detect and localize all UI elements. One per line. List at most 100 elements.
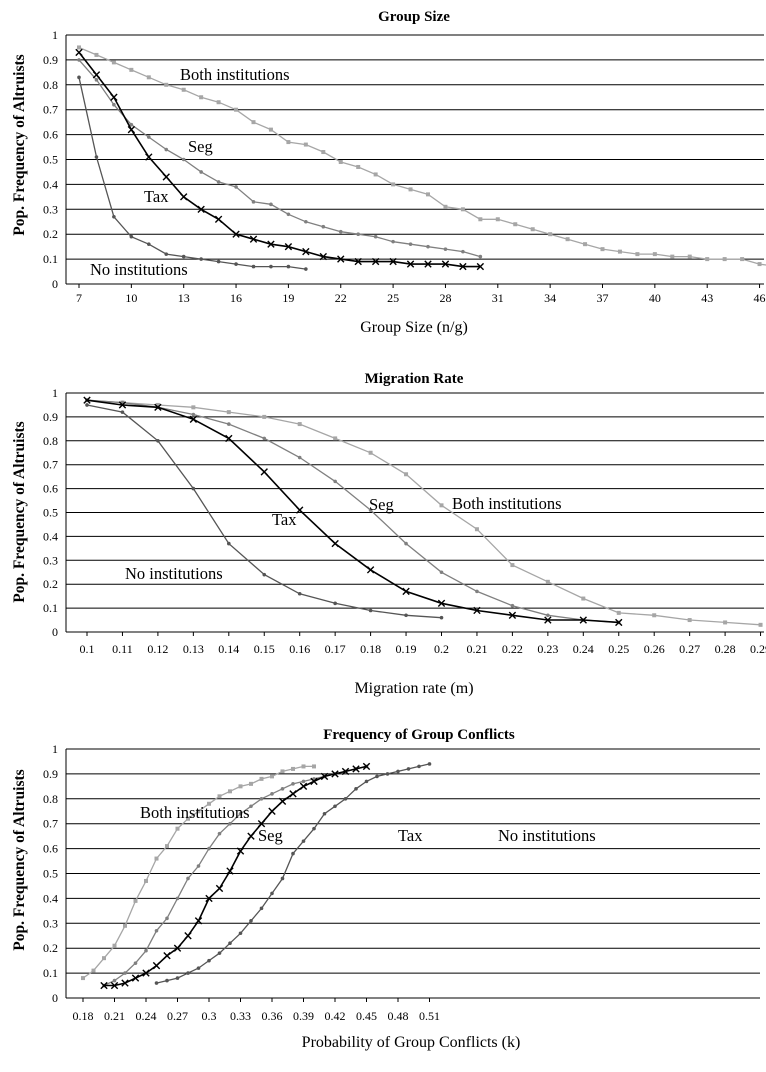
series-layer	[75, 45, 766, 271]
data-point-no-institutions	[301, 839, 306, 843]
data-point-tax	[289, 790, 297, 798]
annotation-seg: Seg	[258, 826, 283, 845]
data-point-no-institutions	[280, 876, 285, 881]
data-point-tax	[296, 506, 304, 514]
data-point-both-institutions	[286, 140, 291, 145]
data-point-seg	[154, 928, 159, 933]
data-point-seg	[191, 412, 196, 417]
data-point-tax	[615, 618, 623, 627]
data-point-seg	[77, 58, 81, 62]
data-point-no-institutions	[333, 804, 337, 809]
annotation-no-institutions: No institutions	[125, 564, 223, 583]
y-tick-label: 0.2	[43, 941, 58, 955]
data-point-tax	[352, 765, 360, 773]
data-point-tax	[249, 235, 258, 243]
data-point-both-institutions	[196, 809, 201, 814]
data-point-both-institutions	[154, 856, 159, 861]
data-point-tax	[424, 260, 432, 268]
data-point-no-institutions	[94, 155, 99, 159]
data-point-tax	[257, 820, 266, 828]
data-point-tax	[173, 944, 182, 952]
annotations: Both institutions Seg Tax No institution…	[90, 65, 290, 279]
data-point-both-institutions	[616, 610, 621, 615]
axes	[65, 35, 764, 288]
data-point-seg	[147, 135, 151, 139]
data-point-tax	[402, 587, 410, 596]
x-tick-label: 0.14	[218, 642, 239, 656]
data-point-both-institutions	[530, 227, 535, 232]
data-point-no-institutions	[322, 811, 327, 816]
x-tick-label: 0.13	[183, 642, 204, 656]
chart-group-size: Group Size Pop. Frequency of Altruists G…	[11, 9, 766, 336]
data-point-both-institutions	[687, 254, 692, 259]
series-no-institutions	[85, 403, 444, 620]
chart-title: Migration Rate	[365, 371, 464, 387]
tick-labels: 0 0.1 0.2 0.3 0.4 0.5 0.6 0.7 0.8 0.9 1 0.1 0.11 0.12…	[43, 386, 766, 656]
annotation-tax: Tax	[272, 510, 297, 529]
y-tick-label: 0	[52, 277, 58, 291]
data-point-seg	[297, 455, 302, 460]
data-point-tax	[163, 951, 171, 960]
annotation-both-institutions: Both institutions	[452, 494, 562, 513]
data-point-both-institutions	[81, 976, 85, 981]
data-point-tax	[354, 257, 362, 266]
data-point-no-institutions	[147, 242, 151, 246]
data-point-both-institutions	[175, 826, 180, 831]
data-point-no-institutions	[269, 264, 273, 269]
data-point-both-institutions	[670, 254, 675, 259]
y-tick-label: 0.6	[43, 842, 58, 856]
gridlines	[66, 392, 764, 633]
y-tick-label: 0.8	[43, 434, 58, 448]
data-point-no-institutions	[196, 966, 201, 970]
series-tax	[100, 762, 371, 990]
series-line-both-institutions	[86, 399, 761, 626]
series-layer	[81, 762, 432, 990]
x-tick-label: 40	[649, 291, 661, 305]
data-point-no-institutions	[364, 779, 369, 784]
x-tick-label: 31	[492, 291, 504, 305]
data-point-seg	[238, 811, 243, 816]
data-point-tax	[142, 969, 150, 977]
x-tick-label: 0.11	[112, 642, 133, 656]
data-point-no-institutions	[291, 851, 295, 856]
x-axis-label: Migration rate (m)	[354, 680, 473, 697]
data-point-tax	[110, 93, 118, 101]
x-tick-label: 0.51	[419, 1009, 440, 1023]
data-point-no-institutions	[375, 774, 379, 779]
data-point-no-institutions	[164, 252, 169, 256]
x-tick-label: 0.27	[167, 1009, 188, 1023]
data-point-seg	[443, 247, 448, 251]
tick-labels: 0 0.1 0.2 0.3 0.4 0.5 0.6 0.7 0.8 0.9 1 7 10 13 16 19 22…	[43, 28, 766, 305]
data-point-tax	[154, 403, 162, 412]
y-tick-label: 0.5	[43, 153, 58, 167]
y-tick-label: 1	[52, 28, 58, 42]
data-point-no-institutions	[396, 769, 400, 774]
data-point-no-institutions	[227, 541, 231, 546]
data-point-seg	[373, 234, 378, 239]
series-tax	[83, 396, 623, 627]
data-point-seg	[196, 864, 201, 868]
data-point-no-institutions	[156, 439, 160, 443]
series-no-institutions	[77, 75, 308, 271]
data-point-tax	[145, 153, 153, 161]
series-line-seg	[86, 399, 619, 624]
data-point-both-institutions	[391, 182, 396, 187]
data-point-seg	[175, 896, 180, 901]
data-point-no-institutions	[207, 958, 211, 963]
data-point-tax	[437, 599, 446, 608]
data-point-both-institutions	[144, 878, 148, 883]
data-point-seg	[291, 782, 295, 786]
data-point-tax	[214, 215, 223, 223]
data-point-both-institutions	[123, 923, 127, 928]
data-point-tax	[260, 468, 268, 476]
data-point-seg	[404, 541, 408, 546]
data-point-seg	[129, 122, 134, 127]
y-tick-label: 0.7	[43, 103, 58, 117]
data-point-no-institutions	[354, 787, 358, 791]
data-point-no-institutions	[259, 906, 264, 911]
data-point-seg	[251, 200, 256, 204]
x-tick-label: 0.19	[396, 642, 417, 656]
data-point-tax	[476, 262, 485, 271]
data-point-seg	[259, 797, 264, 801]
data-point-seg	[478, 254, 483, 259]
